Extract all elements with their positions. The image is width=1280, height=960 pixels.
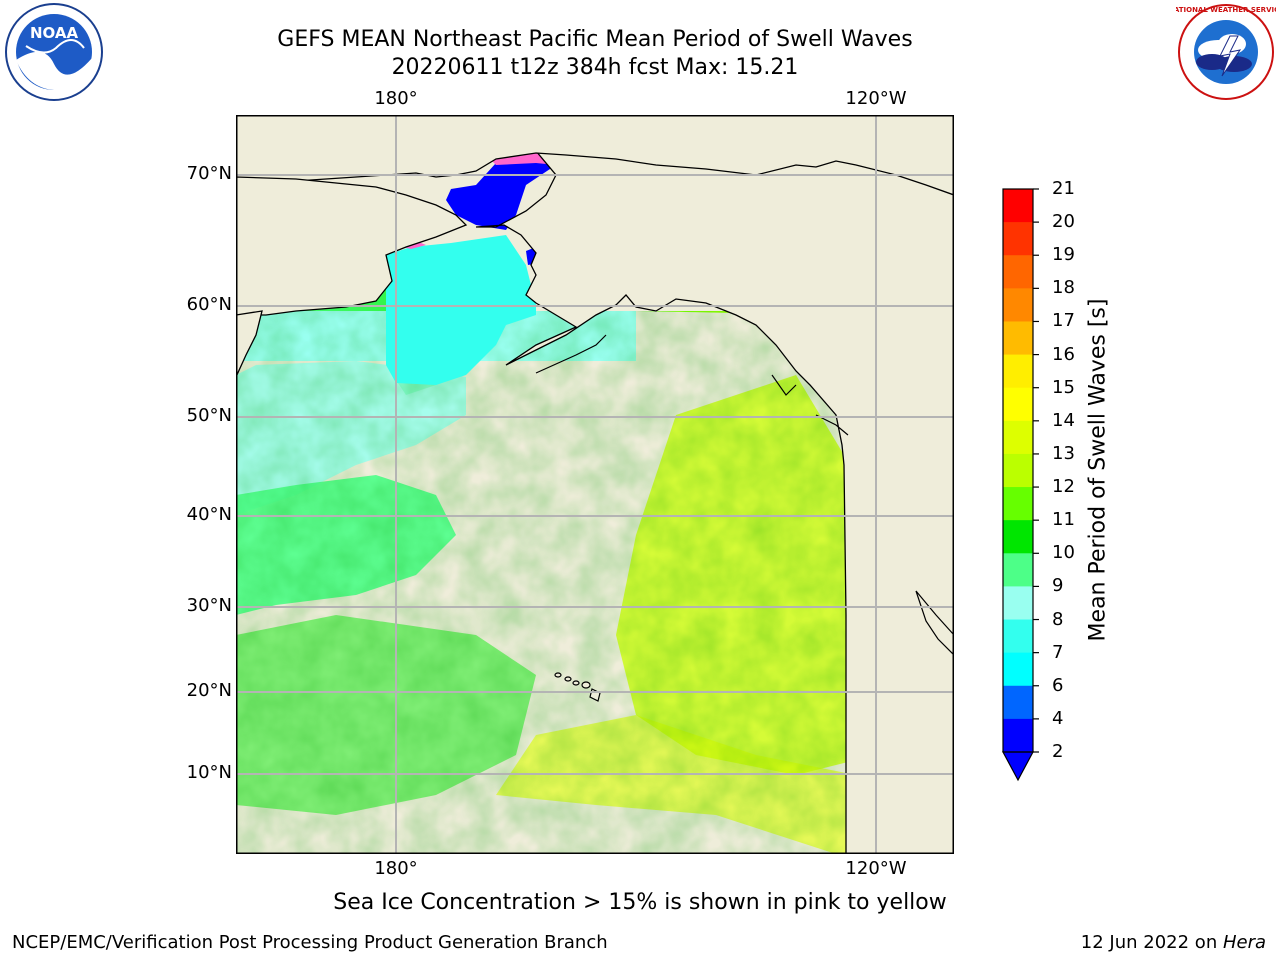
- colorbar-segment: [1003, 189, 1033, 223]
- footer-date-text: 12 Jun 2022 on: [1080, 932, 1223, 953]
- puget-sound: [815, 414, 849, 436]
- lon-label-bottom-180: 180°: [374, 858, 418, 879]
- sea-ice-note: Sea Ice Concentration > 15% is shown in …: [333, 890, 947, 915]
- colorbar-tick-label: 21: [1052, 178, 1075, 199]
- colorbar-segment: [1003, 222, 1033, 256]
- colorbar-segment: [1003, 354, 1033, 389]
- siberia-land: [236, 176, 468, 316]
- colorbar-tick-label: 19: [1052, 244, 1075, 266]
- colorbar-tick-label: 6: [1052, 674, 1064, 696]
- colorbar-tick-label: 20: [1052, 211, 1075, 233]
- lon-label-top-180: 180°: [374, 88, 418, 109]
- lat-label-40n: 40°N: [186, 504, 232, 525]
- lat-label-50n: 50°N: [186, 405, 232, 426]
- map-panel: [236, 115, 954, 854]
- colorbar-segment: [1003, 685, 1033, 720]
- colorbar-tick-label: 8: [1052, 608, 1064, 630]
- aleutian-chain: [535, 334, 607, 374]
- map-frame: [236, 115, 954, 854]
- colorbar-tick-label: 15: [1052, 376, 1075, 398]
- lon-label-bottom-120w: 120°W: [845, 858, 907, 879]
- chukchi-ice: [446, 155, 556, 230]
- colorbar-segment: [1003, 553, 1033, 587]
- colorbar-extend-min: [1001, 751, 1035, 782]
- kamchatka-land: [236, 310, 263, 378]
- lat-label-10n: 10°N: [186, 762, 232, 783]
- colorbar-segment: [1003, 255, 1033, 289]
- lat-label-20n: 20°N: [186, 680, 232, 701]
- colorbar-tick-label: 4: [1052, 707, 1064, 729]
- colorbar-segment: [1003, 453, 1033, 488]
- chart-title: GEFS MEAN Northeast Pacific Mean Period …: [277, 27, 913, 52]
- colorbar-segment: [1003, 288, 1033, 322]
- colorbar-segment: [1003, 487, 1033, 521]
- chart-subtitle: 20220611 t12z 384h fcst Max: 15.21: [391, 55, 799, 80]
- bering-sea: [386, 235, 536, 385]
- footer-host: Hera: [1222, 932, 1266, 953]
- colorbar-tick-label: 14: [1052, 409, 1075, 431]
- nws-logo: NATIONAL WEATHER SERVICE: [1176, 4, 1276, 100]
- colorbar: [1001, 188, 1039, 782]
- colorbar-tick-label: 12: [1052, 476, 1075, 498]
- graticule: [236, 115, 954, 854]
- colorbar-tick-label: 2: [1052, 741, 1064, 762]
- colorbar-segment: [1003, 321, 1033, 356]
- colorbar-frame: [1002, 188, 1034, 753]
- noaa-logo-text: NOAA: [30, 24, 79, 42]
- lon-label-top-120w: 120°W: [845, 88, 907, 109]
- colorbar-tick-label: 18: [1052, 277, 1075, 299]
- colorbar-title: Mean Period of Swell Waves [s]: [1085, 298, 1111, 642]
- colorbar-segment: [1003, 652, 1033, 687]
- lat-label-60n: 60°N: [186, 294, 232, 315]
- colorbar-tick-label: 17: [1052, 310, 1075, 332]
- vancouver-island: [771, 374, 797, 396]
- colorbar-segment: [1003, 619, 1033, 654]
- colorbar-tick-label: 11: [1052, 509, 1075, 531]
- nws-logo-text: NATIONAL WEATHER SERVICE: [1176, 6, 1276, 14]
- colorbar-tick-label: 16: [1052, 343, 1075, 365]
- colorbar-tick-label: 9: [1052, 575, 1064, 597]
- noaa-logo: NOAA: [5, 3, 103, 101]
- colorbar-tick-label: 7: [1052, 641, 1064, 663]
- footer-credit: NCEP/EMC/Verification Post Processing Pr…: [12, 932, 608, 953]
- colorbar-segment: [1003, 586, 1033, 621]
- lat-label-70n: 70°N: [186, 163, 232, 184]
- footer-date: 12 Jun 2022 on Hera: [1081, 932, 1266, 953]
- colorbar-tick-label: 10: [1052, 542, 1075, 564]
- lat-label-30n: 30°N: [186, 595, 232, 616]
- colorbar-segment: [1003, 420, 1033, 455]
- colorbar-tick-label: 13: [1052, 442, 1075, 464]
- colorbar-segment: [1003, 520, 1033, 554]
- alaska-land: [475, 115, 954, 854]
- colorbar-segment: [1003, 718, 1033, 753]
- colorbar-segment: [1003, 387, 1033, 422]
